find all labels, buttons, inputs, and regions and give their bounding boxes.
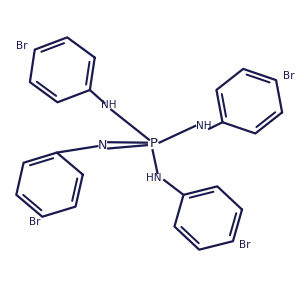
Text: N: N [98, 139, 107, 152]
Text: Br: Br [16, 41, 28, 51]
Text: NH: NH [196, 121, 211, 131]
Text: Br: Br [29, 217, 40, 227]
Text: Br: Br [240, 240, 251, 250]
Text: NH: NH [101, 100, 116, 110]
Text: Br: Br [283, 72, 295, 82]
Text: HN: HN [146, 173, 161, 183]
Text: P: P [150, 137, 157, 150]
